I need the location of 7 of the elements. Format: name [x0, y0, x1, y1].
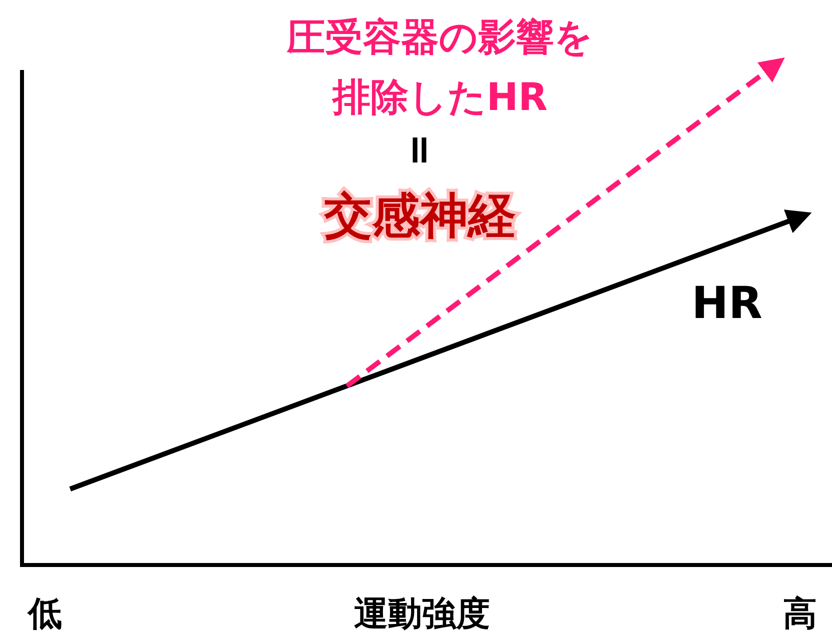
series-label: 圧受容器の影響を排除したHR	[286, 15, 593, 119]
series-label: HR	[692, 278, 762, 329]
annotation: =	[397, 133, 443, 167]
x-axis-title: 運動強度	[354, 594, 490, 634]
x-tick-label: 高	[783, 594, 817, 634]
annotation: 交感神経	[323, 188, 516, 244]
x-tick-label: 低	[26, 594, 62, 634]
